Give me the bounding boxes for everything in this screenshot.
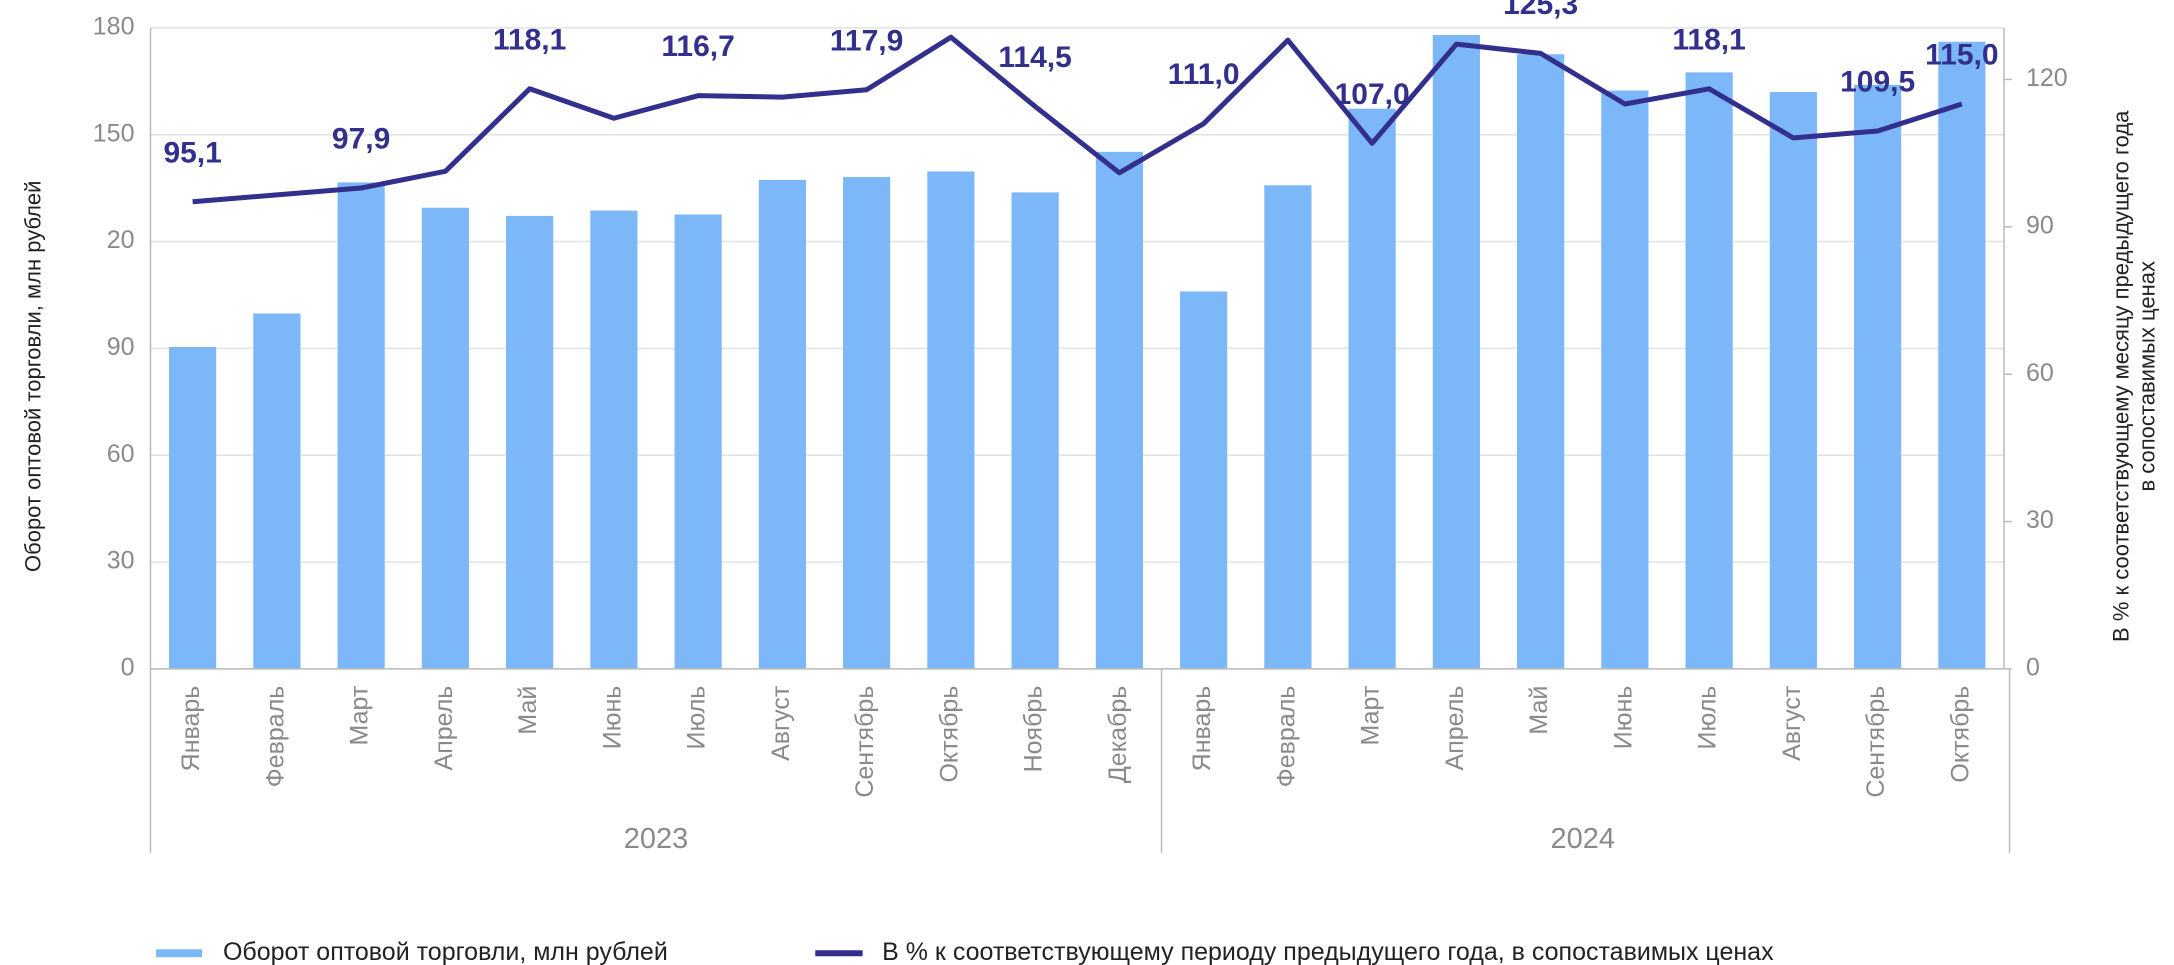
x-tick-label: Январь bbox=[177, 686, 205, 772]
x-tick-label: Июль bbox=[1694, 686, 1722, 750]
bar bbox=[1180, 291, 1228, 669]
y-tick-label: 20 bbox=[107, 226, 135, 254]
y2-axis-title: В % к соответствующему месяцу предыдущег… bbox=[2108, 110, 2133, 642]
bar bbox=[1938, 41, 1986, 669]
x-tick-label: Май bbox=[514, 686, 542, 735]
x-tick-label: Июнь bbox=[598, 686, 626, 750]
x-tick-label: Май bbox=[1525, 686, 1553, 735]
x-tick-label: Июль bbox=[683, 686, 711, 750]
bar bbox=[169, 346, 217, 669]
y2-tick-label: 60 bbox=[2026, 359, 2054, 387]
data-label: 97,9 bbox=[332, 123, 390, 156]
legend-label: В % к соответствующему периоду предыдуще… bbox=[882, 938, 1774, 965]
line bbox=[192, 34, 1963, 205]
y2-tick-label: 0 bbox=[2026, 654, 2040, 682]
x-tick-label: Апрель bbox=[430, 686, 458, 771]
y-tick-label: 60 bbox=[107, 440, 135, 468]
y-tick-label: 0 bbox=[121, 654, 135, 682]
data-label: 125,3 bbox=[1503, 0, 1578, 21]
bar bbox=[337, 182, 385, 669]
x-tick-label: Сентябрь bbox=[851, 686, 879, 798]
x-tick-label: Ноябрь bbox=[1020, 686, 1048, 773]
y-tick-label: 30 bbox=[107, 547, 135, 575]
x-tick-label: Август bbox=[767, 685, 795, 761]
bar bbox=[1769, 91, 1817, 669]
data-label: 117,9 bbox=[830, 24, 903, 57]
y-tick-label: 150 bbox=[93, 119, 135, 147]
bar bbox=[1011, 192, 1059, 669]
bar bbox=[590, 210, 638, 669]
bar bbox=[674, 214, 722, 669]
group-label: 2023 bbox=[624, 823, 689, 855]
x-tick-label: Октябрь bbox=[1946, 686, 1974, 783]
y-tick-label: 90 bbox=[107, 333, 135, 361]
bar bbox=[843, 177, 891, 669]
x-tick-label: Декабрь bbox=[1104, 686, 1132, 783]
bar bbox=[1854, 84, 1902, 669]
x-tick-label: Март bbox=[346, 685, 374, 745]
bar bbox=[506, 215, 554, 669]
x-tick-label: Август bbox=[1778, 685, 1806, 761]
bar bbox=[927, 171, 975, 669]
data-label: 115,0 bbox=[1925, 39, 1998, 72]
x-tick-label: Март bbox=[1357, 685, 1385, 745]
y-tick-label: 180 bbox=[93, 12, 135, 40]
x-tick-label: Февраль bbox=[1272, 686, 1300, 788]
data-label: 118,1 bbox=[1672, 23, 1745, 56]
bar bbox=[1264, 185, 1312, 669]
data-label: 95,1 bbox=[163, 136, 221, 169]
x-tick-label: Февраль bbox=[261, 686, 289, 788]
bar bbox=[1095, 151, 1143, 669]
data-label: 111,0 bbox=[1168, 58, 1240, 91]
bar bbox=[253, 313, 301, 669]
legend-swatch bbox=[156, 949, 203, 958]
data-label: 116,7 bbox=[661, 30, 734, 63]
x-tick-label: Апрель bbox=[1441, 686, 1469, 771]
data-label: 107,0 bbox=[1335, 78, 1410, 111]
bar bbox=[1517, 54, 1565, 669]
bar bbox=[1601, 90, 1649, 669]
x-tick-label: Январь bbox=[1188, 686, 1216, 772]
bar bbox=[758, 179, 806, 669]
y2-axis-title: в сопоставимых ценах bbox=[2135, 261, 2160, 492]
bar bbox=[421, 207, 469, 669]
bar bbox=[1432, 34, 1480, 669]
y2-tick-label: 90 bbox=[2026, 211, 2054, 239]
x-tick-label: Октябрь bbox=[935, 686, 963, 783]
y-axis-title: Оборот оптовой торговли, млн рублей bbox=[21, 181, 46, 572]
y2-tick-label: 30 bbox=[2026, 506, 2054, 534]
bar bbox=[1685, 72, 1733, 669]
bar bbox=[1348, 108, 1396, 669]
data-label: 109,5 bbox=[1840, 66, 1915, 99]
x-tick-label: Сентябрь bbox=[1862, 686, 1890, 798]
data-label: 114,5 bbox=[998, 41, 1071, 74]
data-label: 118,1 bbox=[493, 23, 566, 56]
x-tick-label: Июнь bbox=[1609, 686, 1637, 750]
legend-label: Оборот оптовой торговли, млн рублей bbox=[223, 938, 668, 965]
group-label: 2024 bbox=[1550, 823, 1615, 855]
y2-tick-label: 120 bbox=[2026, 64, 2068, 92]
